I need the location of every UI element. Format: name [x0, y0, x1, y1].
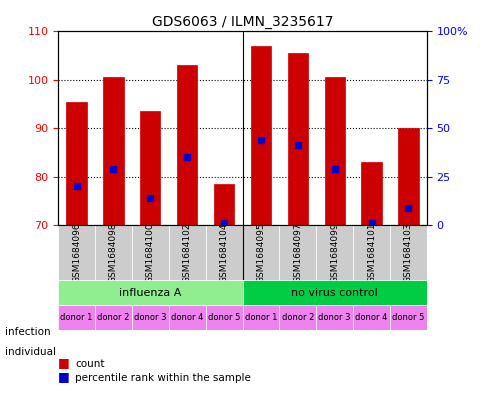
Text: ■: ■ — [58, 370, 70, 383]
Text: donor 2: donor 2 — [281, 313, 313, 322]
Text: donor 3: donor 3 — [318, 313, 350, 322]
FancyBboxPatch shape — [316, 305, 352, 330]
Text: individual: individual — [5, 347, 56, 357]
Bar — [361, 162, 381, 225]
FancyBboxPatch shape — [132, 305, 168, 330]
Text: infection: infection — [5, 327, 50, 337]
Text: donor 2: donor 2 — [97, 313, 129, 322]
Text: GSM1684097: GSM1684097 — [293, 222, 302, 283]
Title: GDS6063 / ILMN_3235617: GDS6063 / ILMN_3235617 — [151, 15, 333, 29]
Text: GSM1684102: GSM1684102 — [182, 222, 191, 283]
Text: donor 5: donor 5 — [392, 313, 424, 322]
Bar — [397, 128, 418, 225]
Bar — [103, 77, 123, 225]
Text: GSM1684104: GSM1684104 — [219, 222, 228, 283]
FancyBboxPatch shape — [58, 305, 95, 330]
Text: donor 1: donor 1 — [244, 313, 276, 322]
FancyBboxPatch shape — [389, 225, 426, 280]
FancyBboxPatch shape — [242, 225, 279, 280]
FancyBboxPatch shape — [168, 305, 205, 330]
FancyBboxPatch shape — [316, 225, 352, 280]
Bar — [250, 46, 271, 225]
Text: GSM1684096: GSM1684096 — [72, 222, 81, 283]
Text: donor 4: donor 4 — [355, 313, 387, 322]
Text: no virus control: no virus control — [291, 288, 377, 298]
Bar — [213, 184, 234, 225]
FancyBboxPatch shape — [58, 280, 242, 305]
Text: influenza A: influenza A — [119, 288, 181, 298]
FancyBboxPatch shape — [279, 305, 316, 330]
FancyBboxPatch shape — [242, 305, 279, 330]
FancyBboxPatch shape — [58, 225, 95, 280]
Text: GSM1684103: GSM1684103 — [403, 222, 412, 283]
Text: donor 1: donor 1 — [60, 313, 92, 322]
FancyBboxPatch shape — [352, 225, 389, 280]
FancyBboxPatch shape — [279, 225, 316, 280]
Text: GSM1684095: GSM1684095 — [256, 222, 265, 283]
FancyBboxPatch shape — [242, 280, 426, 305]
FancyBboxPatch shape — [205, 305, 242, 330]
FancyBboxPatch shape — [95, 305, 132, 330]
Bar — [66, 102, 87, 225]
FancyBboxPatch shape — [95, 225, 132, 280]
Text: ■: ■ — [58, 356, 70, 369]
Bar — [177, 65, 197, 225]
Text: count: count — [75, 360, 105, 369]
Text: GSM1684101: GSM1684101 — [366, 222, 375, 283]
FancyBboxPatch shape — [352, 305, 389, 330]
FancyBboxPatch shape — [205, 225, 242, 280]
Text: donor 4: donor 4 — [171, 313, 203, 322]
Text: percentile rank within the sample: percentile rank within the sample — [75, 373, 251, 383]
FancyBboxPatch shape — [168, 225, 205, 280]
FancyBboxPatch shape — [389, 305, 426, 330]
Text: GSM1684100: GSM1684100 — [146, 222, 154, 283]
Text: GSM1684099: GSM1684099 — [330, 222, 338, 283]
Text: donor 3: donor 3 — [134, 313, 166, 322]
FancyBboxPatch shape — [132, 225, 168, 280]
Bar — [324, 77, 344, 225]
Bar — [287, 53, 307, 225]
Bar — [140, 111, 160, 225]
Text: GSM1684098: GSM1684098 — [109, 222, 118, 283]
Text: donor 5: donor 5 — [208, 313, 240, 322]
